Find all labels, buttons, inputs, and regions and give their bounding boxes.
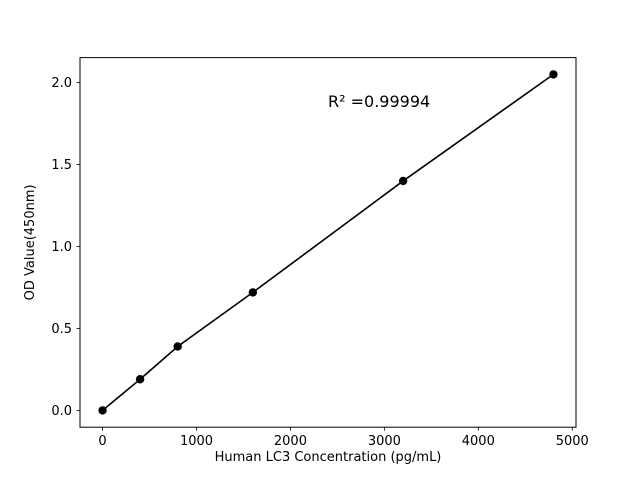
x-axis-label: Human LC3 Concentration (pg/mL)	[215, 450, 442, 465]
y-axis-tick-label: 2.0	[51, 76, 72, 91]
x-axis-tick-label: 2000	[274, 434, 307, 449]
x-axis-tick-label: 4000	[462, 434, 495, 449]
x-axis-tick-label: 3000	[368, 434, 401, 449]
data-point-marker	[135, 375, 145, 384]
x-axis-tick-label: 1000	[180, 434, 213, 449]
plot-border	[79, 57, 577, 428]
y-axis-label: OD Value(450nm)	[23, 184, 38, 300]
y-axis-tick-label: 0.5	[51, 322, 72, 337]
data-point-marker	[398, 176, 408, 186]
r-squared-annotation: R² =0.99994	[328, 92, 430, 111]
x-axis-tick-label: 0	[98, 434, 106, 449]
x-axis-tick-label: 5000	[556, 434, 589, 449]
data-point-marker	[248, 288, 258, 297]
data-point-marker	[549, 70, 558, 79]
y-axis-tick-label: 1.5	[51, 158, 72, 173]
data-point-marker	[173, 342, 182, 351]
plot-area	[80, 57, 576, 428]
y-axis-tick-label: 1.0	[51, 240, 72, 255]
data-point-marker	[98, 406, 107, 415]
y-axis-tick-label: 0.0	[51, 404, 72, 419]
trend-line	[102, 73, 554, 412]
